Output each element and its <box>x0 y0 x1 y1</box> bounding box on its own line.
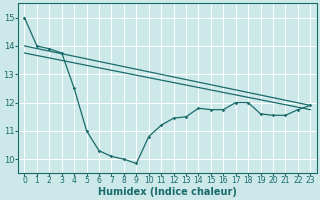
X-axis label: Humidex (Indice chaleur): Humidex (Indice chaleur) <box>98 187 237 197</box>
